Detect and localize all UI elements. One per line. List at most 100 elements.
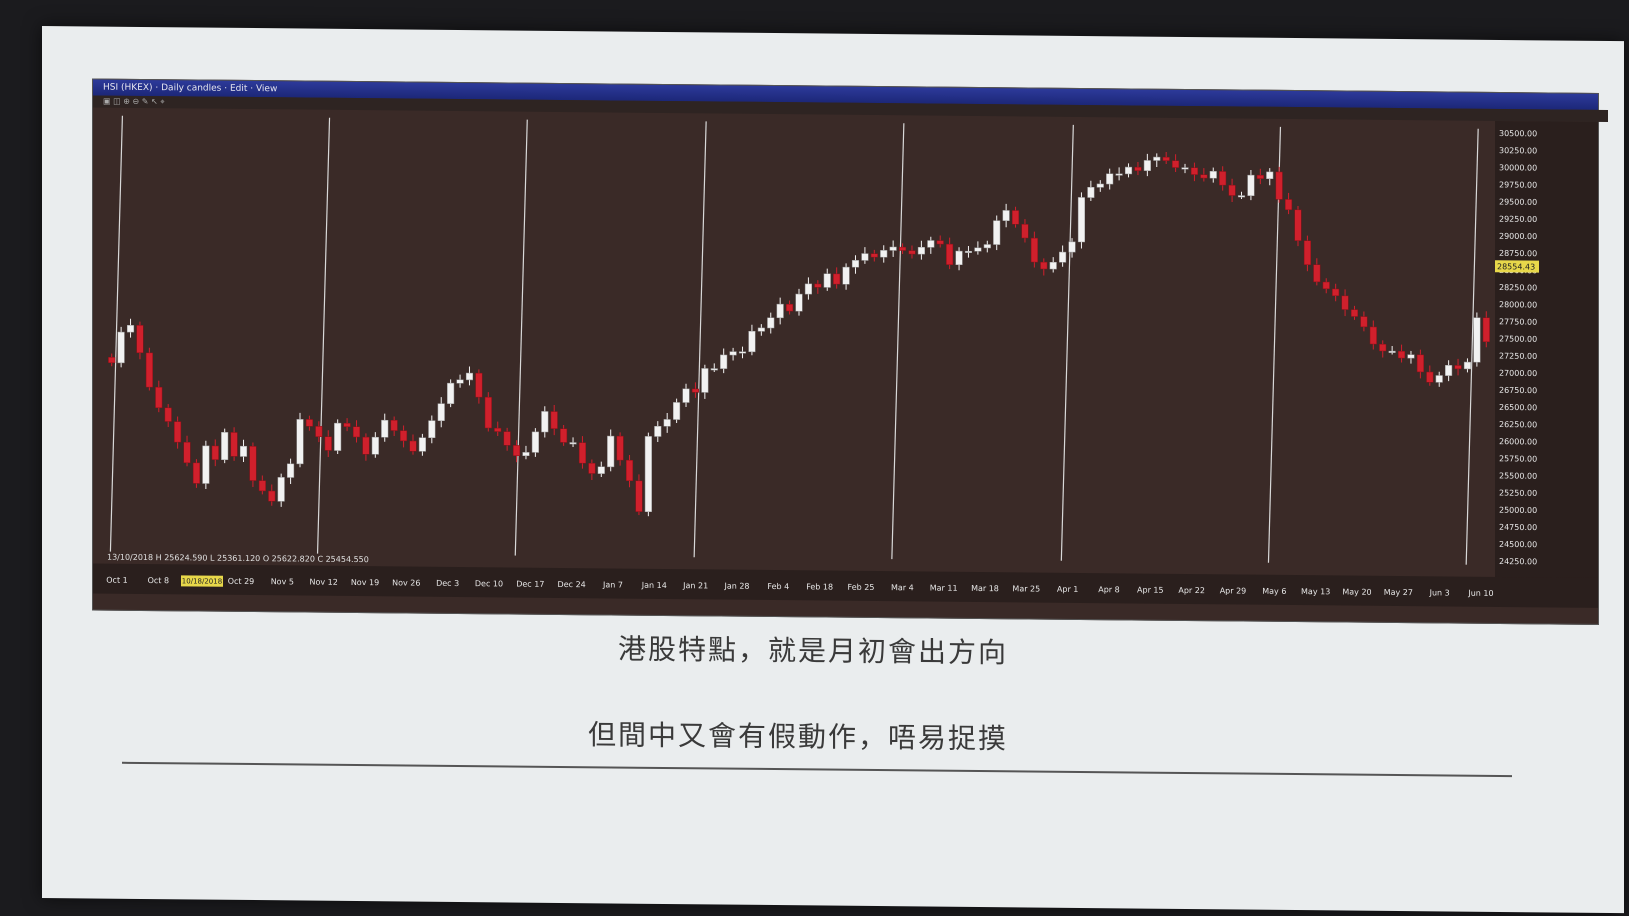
x-tick-label: Dec 24 bbox=[558, 580, 586, 589]
candle-body bbox=[870, 253, 878, 258]
candle-body bbox=[437, 403, 445, 422]
candle-body bbox=[362, 436, 370, 455]
month-separator-line bbox=[1060, 124, 1074, 561]
candle-body bbox=[993, 220, 1001, 245]
x-tick-label: Dec 17 bbox=[516, 580, 544, 589]
y-tick-label: 29500.00 bbox=[1499, 197, 1537, 206]
candle-body bbox=[1435, 375, 1443, 383]
y-tick-label: 27250.00 bbox=[1499, 352, 1537, 361]
candle-body bbox=[1153, 156, 1161, 161]
candle-body bbox=[776, 303, 784, 319]
candle-body bbox=[1275, 171, 1283, 200]
candle-body bbox=[230, 432, 238, 457]
candle-body bbox=[569, 442, 577, 445]
candle-body bbox=[701, 368, 709, 393]
candle-body bbox=[1407, 354, 1415, 359]
candle-body bbox=[974, 247, 982, 252]
candle-body bbox=[456, 379, 464, 384]
x-tick-label: Mar 11 bbox=[930, 584, 958, 593]
candle-body bbox=[352, 426, 361, 438]
candle-body bbox=[1200, 174, 1208, 179]
candle-body bbox=[1172, 160, 1180, 168]
x-tick-label: Jan 28 bbox=[723, 582, 749, 591]
y-tick-label: 30500.00 bbox=[1499, 129, 1537, 138]
window-title: HSI (HKEX) · Daily candles · Edit · View bbox=[103, 82, 278, 95]
month-separator-line bbox=[1465, 128, 1479, 565]
candle-body bbox=[899, 246, 907, 251]
candle-body bbox=[1237, 195, 1246, 198]
y-tick-label: 30000.00 bbox=[1499, 163, 1537, 172]
candle-body bbox=[1077, 197, 1085, 243]
candle-body bbox=[465, 372, 474, 381]
x-tick-label: Nov 19 bbox=[351, 578, 379, 587]
candle-body bbox=[258, 480, 266, 492]
x-tick-label: Mar 4 bbox=[891, 583, 914, 592]
candle-body bbox=[447, 382, 455, 404]
candle-body bbox=[936, 240, 944, 245]
candle-body bbox=[691, 388, 699, 393]
candle-body bbox=[1040, 261, 1048, 270]
ohlc-readout: 13/10/2018 H 25624.590 L 25361.120 O 256… bbox=[107, 553, 369, 565]
y-tick-label: 26250.00 bbox=[1499, 420, 1537, 429]
candle-body bbox=[1294, 209, 1302, 241]
candle-body bbox=[1266, 171, 1274, 180]
chart-window: HSI (HKEX) · Daily candles · Edit · View… bbox=[92, 78, 1608, 625]
candle-body bbox=[117, 331, 125, 364]
candle-body bbox=[1096, 183, 1104, 188]
y-tick-label: 25750.00 bbox=[1499, 454, 1537, 463]
candle-body bbox=[729, 351, 737, 356]
candle-body bbox=[1115, 173, 1123, 176]
y-tick-label: 24750.00 bbox=[1499, 523, 1537, 532]
candle-body bbox=[202, 445, 210, 484]
x-tick-label: Feb 18 bbox=[806, 582, 833, 591]
y-tick-label: 25500.00 bbox=[1499, 471, 1537, 480]
candle-body bbox=[1360, 316, 1368, 328]
candle-body bbox=[917, 246, 925, 255]
candle-body bbox=[1313, 264, 1321, 283]
candle-body bbox=[1322, 281, 1330, 290]
month-separator-line bbox=[693, 121, 707, 558]
candle-body bbox=[1463, 361, 1472, 370]
x-tick-label: Jun 10 bbox=[1467, 589, 1493, 598]
candle-body bbox=[663, 419, 671, 427]
y-tick-label: 27500.00 bbox=[1499, 334, 1537, 343]
candle-body bbox=[1068, 241, 1076, 253]
candle-body bbox=[814, 283, 822, 288]
highlighted-date-label: 10/18/2018 bbox=[182, 577, 222, 585]
y-tick-label: 28000.00 bbox=[1499, 300, 1537, 309]
y-tick-label: 29750.00 bbox=[1499, 180, 1537, 189]
candle-body bbox=[550, 411, 558, 429]
month-separator-line bbox=[316, 117, 331, 554]
candle-body bbox=[635, 480, 643, 512]
x-axis-panel bbox=[93, 563, 1598, 608]
candle-body bbox=[155, 386, 163, 409]
candle-body bbox=[409, 440, 417, 452]
candle-body bbox=[249, 446, 257, 481]
candle-body bbox=[287, 463, 295, 478]
y-tick-label: 28750.00 bbox=[1499, 249, 1537, 258]
y-tick-label: 25250.00 bbox=[1499, 489, 1537, 498]
candle-body bbox=[946, 243, 954, 265]
candle-body bbox=[625, 459, 634, 482]
slide-divider bbox=[122, 761, 1512, 778]
candle-body bbox=[503, 431, 511, 446]
y-tick-label: 26750.00 bbox=[1499, 386, 1537, 395]
x-tick-label: Apr 8 bbox=[1098, 585, 1119, 594]
y-tick-label: 27750.00 bbox=[1499, 317, 1537, 326]
y-tick-label: 27000.00 bbox=[1499, 369, 1537, 378]
x-tick-label: Mar 18 bbox=[971, 584, 999, 593]
candle-body bbox=[607, 435, 615, 468]
candle-body bbox=[371, 436, 379, 455]
candle-body bbox=[324, 436, 332, 451]
candle-body bbox=[578, 442, 587, 464]
current-price-label: 28554.43 bbox=[1497, 262, 1535, 271]
candle-body bbox=[428, 420, 436, 439]
candle-body bbox=[1445, 365, 1453, 376]
candle-body bbox=[343, 422, 351, 427]
candle-body bbox=[1030, 237, 1038, 263]
month-separator-line bbox=[891, 123, 905, 560]
candle-body bbox=[1303, 240, 1311, 265]
candle-body bbox=[1209, 171, 1217, 179]
candle-body bbox=[616, 435, 624, 461]
x-tick-label: Apr 15 bbox=[1137, 586, 1164, 595]
